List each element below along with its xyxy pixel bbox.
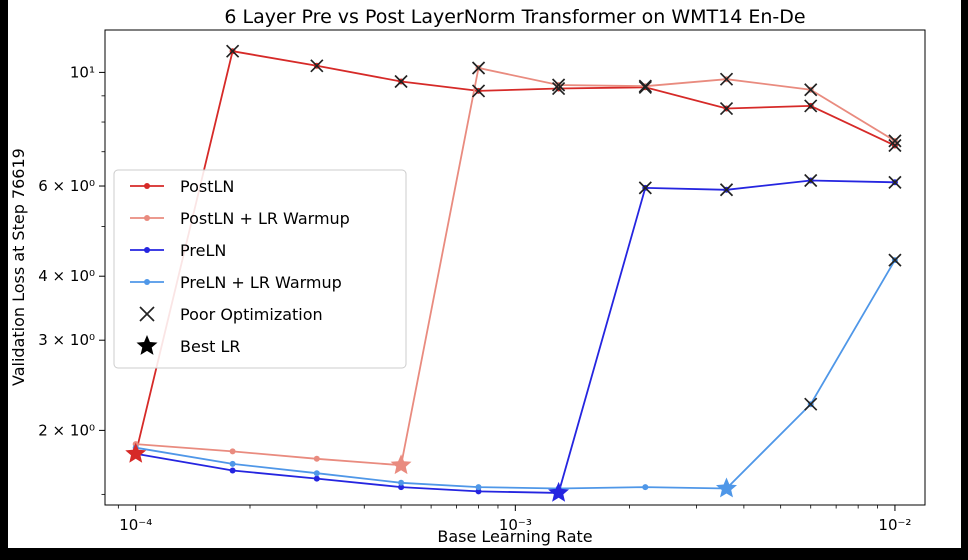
best-lr-star-marker: [125, 442, 147, 463]
legend-item-label: PreLN + LR Warmup: [180, 273, 342, 292]
y-tick-label: 6 × 10⁰: [38, 177, 95, 195]
y-axis-ticks: 10¹ 6 × 10⁰ 4 × 10⁰ 3 × 10⁰ 2 × 10⁰: [38, 63, 105, 495]
legend: PostLN PostLN + LR Warmup PreLN PreLN + LR …: [113, 169, 407, 369]
chart-title: 6 Layer Pre vs Post LayerNorm Transforme…: [224, 6, 806, 28]
y-tick-label: 3 × 10⁰: [38, 331, 95, 349]
legend-item-postln-lr-warmup: PostLN + LR Warmup: [130, 209, 350, 228]
point-markers: [125, 44, 902, 502]
x-tick-label: 10⁻⁴: [119, 516, 152, 534]
legend-item-label: PostLN + LR Warmup: [180, 209, 350, 228]
legend-item-label: PreLN: [180, 241, 226, 260]
best-lr-star-marker: [548, 481, 569, 502]
y-tick-label: 4 × 10⁰: [38, 267, 95, 285]
best-lr-star-marker: [716, 477, 737, 498]
screen-edge-bottom: [0, 548, 968, 560]
legend-item-label: Best LR: [180, 337, 241, 356]
x-axis-label: Base Learning Rate: [437, 527, 593, 546]
x-axis-ticks: 10⁻⁴ 10⁻³ 10⁻²: [117, 505, 911, 534]
best-lr-star-marker: [390, 454, 412, 475]
y-tick-label: 2 × 10⁰: [38, 421, 95, 439]
screen-edge-right: [961, 0, 968, 560]
y-axis-label: Validation Loss at Step 76619: [9, 148, 28, 387]
x-tick-label: 10⁻²: [878, 516, 911, 534]
legend-item-label: PostLN: [180, 177, 234, 196]
x-tick-label: 10⁻³: [499, 516, 532, 534]
legend-item-preln: PreLN: [130, 241, 226, 260]
screen-edge-left: [0, 0, 8, 560]
y-tick-label: 10¹: [70, 63, 95, 81]
legend-item-best-lr: Best LR: [136, 335, 241, 356]
legend-item-label: Poor Optimization: [180, 305, 323, 324]
legend-item-poor-optimization: Poor Optimization: [139, 305, 323, 324]
legend-item-postln: PostLN: [130, 177, 234, 196]
legend-item-preln-lr-warmup: PreLN + LR Warmup: [130, 273, 342, 292]
